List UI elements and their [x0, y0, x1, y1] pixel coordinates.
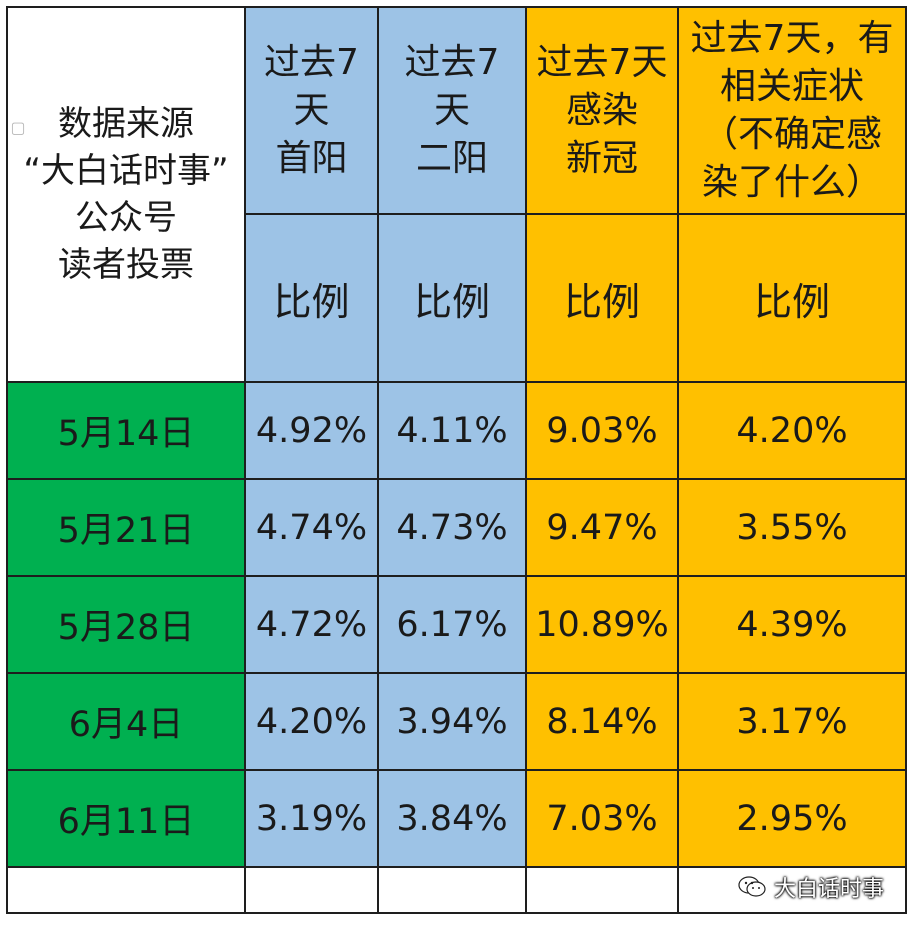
column-header-first-infection: 过去7 天 首阳: [244, 6, 379, 215]
value-cell: 4.20%: [244, 672, 379, 771]
value-cell: 8.14%: [525, 672, 679, 771]
value-cell: 2.95%: [677, 769, 907, 868]
value-cell: 3.19%: [244, 769, 379, 868]
empty-cell: [525, 866, 679, 914]
value-cell: 3.17%: [677, 672, 907, 771]
table-row: 6月11日 3.19% 3.84% 7.03% 2.95%: [6, 769, 907, 868]
empty-row: [6, 866, 907, 914]
column-header-text: 过去7 天 首阳: [264, 41, 359, 179]
subheader-row: 比例 比例 比例 比例: [7, 213, 907, 383]
table-row: 5月14日 4.92% 4.11% 9.03% 4.20%: [6, 381, 907, 480]
value-cell: 4.73%: [377, 478, 527, 577]
subheader-ratio: 比例: [677, 213, 907, 383]
table-row: 6月4日 4.20% 3.94% 8.14% 3.17%: [6, 672, 907, 771]
empty-cell: [677, 866, 907, 914]
watermark: 大白话时事: [738, 871, 884, 903]
column-header-text: 过去7天 感染 新冠: [536, 41, 668, 179]
value-cell: 3.84%: [377, 769, 527, 868]
date-cell: 6月11日: [6, 769, 246, 868]
empty-cell: [6, 866, 246, 914]
value-cell: 4.92%: [244, 381, 379, 480]
wechat-icon: [738, 876, 766, 897]
subheader-ratio: 比例: [244, 213, 379, 383]
value-cell: 4.11%: [377, 381, 527, 480]
value-cell: 4.72%: [244, 575, 379, 674]
table-row: 5月21日 4.74% 4.73% 9.47% 3.55%: [6, 478, 907, 577]
value-cell: 4.39%: [677, 575, 907, 674]
cell-marker-icon: ▢: [10, 118, 26, 137]
column-header-symptoms: 过去7天，有 相关症状 （不确定感 染了什么）: [677, 6, 907, 215]
watermark-text: 大白话时事: [773, 877, 884, 902]
column-header-text: 过去7天，有 相关症状 （不确定感 染了什么）: [690, 17, 894, 203]
value-cell: 6.17%: [377, 575, 527, 674]
table-row: 5月28日 4.72% 6.17% 10.89% 4.39%: [6, 575, 907, 674]
header-row: ▢ 数据来源 “大白话时事” 公众号 读者投票 过去7 天 首阳 过去7 天 二…: [6, 6, 907, 383]
source-header-text: 数据来源 “大白话时事” 公众号 读者投票: [23, 103, 229, 285]
value-cell: 4.74%: [244, 478, 379, 577]
value-cell: 3.94%: [377, 672, 527, 771]
value-cell: 3.55%: [677, 478, 907, 577]
column-header-reinfection: 过去7 天 二阳: [377, 6, 527, 215]
empty-cell: [244, 866, 379, 914]
value-cell: 4.20%: [677, 381, 907, 480]
column-header-text: 过去7 天 二阳: [404, 41, 500, 179]
subheader-ratio: 比例: [377, 213, 527, 383]
value-cell: 7.03%: [525, 769, 679, 868]
date-cell: 5月28日: [6, 575, 246, 674]
source-header-cell: ▢ 数据来源 “大白话时事” 公众号 读者投票: [6, 6, 246, 383]
poll-table: ▢ 数据来源 “大白话时事” 公众号 读者投票 过去7 天 首阳 过去7 天 二…: [6, 6, 907, 914]
date-cell: 6月4日: [6, 672, 246, 771]
column-header-covid-infection: 过去7天 感染 新冠: [525, 6, 679, 215]
date-cell: 5月21日: [6, 478, 246, 577]
empty-cell: [377, 866, 527, 914]
value-cell: 9.47%: [525, 478, 679, 577]
date-cell: 5月14日: [6, 381, 246, 480]
value-cell: 10.89%: [525, 575, 679, 674]
value-cell: 9.03%: [525, 381, 679, 480]
subheader-ratio: 比例: [525, 213, 679, 383]
